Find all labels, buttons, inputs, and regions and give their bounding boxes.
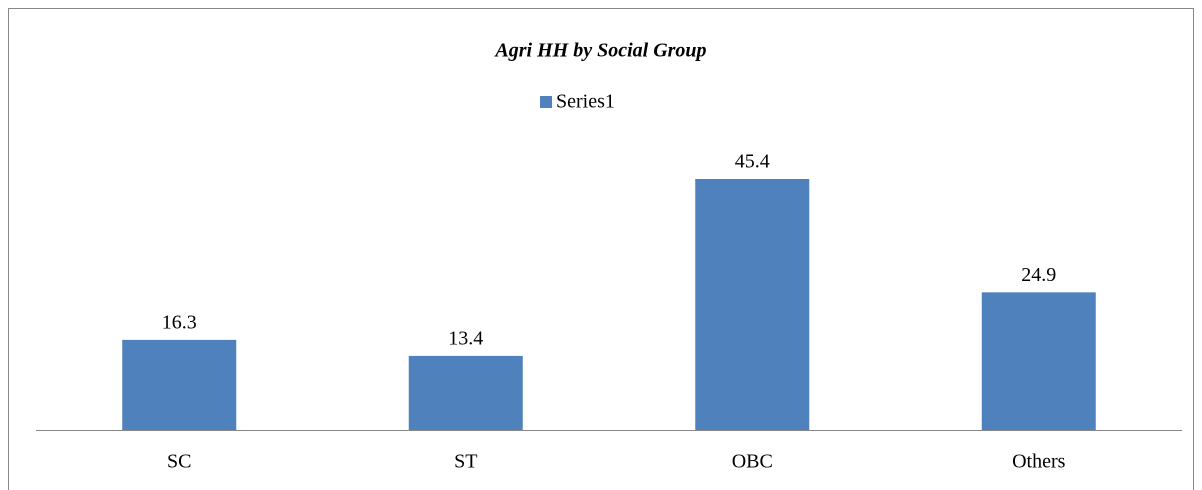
chart-title: Agri HH by Social Group [493,40,706,62]
chart-frame [8,8,1194,490]
bar [122,339,237,430]
x-tick-label: ST [454,451,477,473]
data-label: 24.9 [1021,264,1056,286]
bar [981,292,1096,430]
bar [408,355,523,430]
data-label: 45.4 [735,151,770,173]
data-label: 16.3 [162,311,197,333]
x-tick-label: Others [1012,451,1066,473]
data-label: 13.4 [448,328,483,350]
bar [695,179,810,430]
legend-swatch [540,96,552,108]
x-tick-label: OBC [732,451,773,473]
x-tick-label: SC [167,451,191,473]
legend-label: Series1 [556,91,615,113]
